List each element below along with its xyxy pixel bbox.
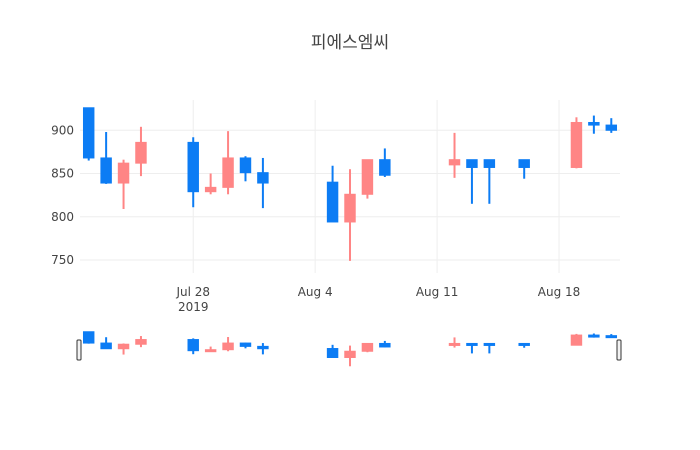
candle-body-mini [361,342,374,352]
candle [605,118,618,133]
candle-body [135,141,147,164]
candle-body [239,157,252,174]
range-slider[interactable] [76,331,622,367]
x-tick-label: Aug 11 [416,285,459,299]
slider-handle-right[interactable] [616,339,622,361]
candle [326,165,339,223]
candle-body [466,159,478,168]
candle-mini [448,337,461,348]
candle-body-mini [326,348,339,358]
candle-mini [100,337,112,350]
candle-mini [344,345,356,367]
candle-body [518,159,530,168]
candle [222,131,234,195]
candle-body [222,157,234,188]
candle-body [257,172,269,184]
candle-body-mini [257,345,269,350]
candle [344,169,356,261]
candle-body [448,159,461,166]
candle-body-mini [239,342,252,347]
candle-mini [222,337,234,352]
candle-body-mini [100,342,112,350]
candle-body-mini [605,335,618,339]
candle [518,159,530,179]
candle-mini [326,344,339,358]
slider-handle-left[interactable] [76,339,82,361]
candle-mini [239,342,252,349]
candle [466,159,478,204]
candle-body-mini [187,339,199,352]
candle-body [483,159,496,168]
candle-body-mini [588,334,600,338]
candle [448,132,461,178]
candle [570,117,583,169]
candle [117,159,130,209]
candle-body [326,181,339,223]
candle [379,148,391,177]
candle-mini [135,336,147,348]
chart-title: 피에스엠씨 [311,33,389,53]
candle [239,156,252,182]
y-tick-label: 800 [51,210,74,224]
candle-layer [82,107,618,261]
candle [257,157,269,209]
candle [187,137,199,208]
candle [135,126,147,177]
y-tick-label: 900 [51,123,74,137]
candle-mini [361,342,374,353]
candle-body-mini [448,342,461,346]
x-tick-label: Jul 28 [175,285,210,299]
candle-mini [588,333,600,338]
candle-mini [605,334,618,339]
candle-body-mini [518,342,530,346]
y-tick-label: 750 [51,253,74,267]
x-tick-sublabel: 2019 [178,300,209,314]
y-tick-label: 850 [51,167,74,181]
candle-mini [204,346,217,353]
candle-body [605,124,618,131]
candle-body [204,186,217,193]
x-tick-label: Aug 4 [298,285,333,299]
candle-body-mini [483,342,496,346]
candle-mini [117,343,130,355]
candle-body-mini [379,342,391,348]
candle-body-mini [344,350,356,358]
candle-body [570,121,583,168]
candle-body [361,159,374,195]
x-tick-label: Aug 18 [538,285,581,299]
candle-mini [570,333,583,346]
candle-body [379,159,391,176]
candle-body [588,121,600,126]
candle-mini [82,331,95,344]
candle [204,173,217,195]
candle-body-mini [117,343,130,350]
candle-mini [379,340,391,348]
candle-body [100,157,112,184]
candle-mini [466,342,478,354]
candle-body-mini [82,331,95,344]
candle [483,159,496,204]
candle [100,132,112,184]
candle-body [82,107,95,159]
candle-body [117,162,130,184]
candle-body-mini [135,339,147,345]
candle-body-mini [204,349,217,353]
candle-body-mini [222,342,234,351]
candle-mini [257,343,269,355]
candle-body-mini [466,342,478,346]
candle-mini [483,342,496,354]
candle [361,159,374,199]
candle-body [187,141,199,193]
candle-mini [518,342,530,348]
candle [588,115,600,134]
candle [82,107,95,161]
candle-mini [187,338,199,355]
candle-body [344,193,356,223]
candle-body-mini [570,334,583,346]
